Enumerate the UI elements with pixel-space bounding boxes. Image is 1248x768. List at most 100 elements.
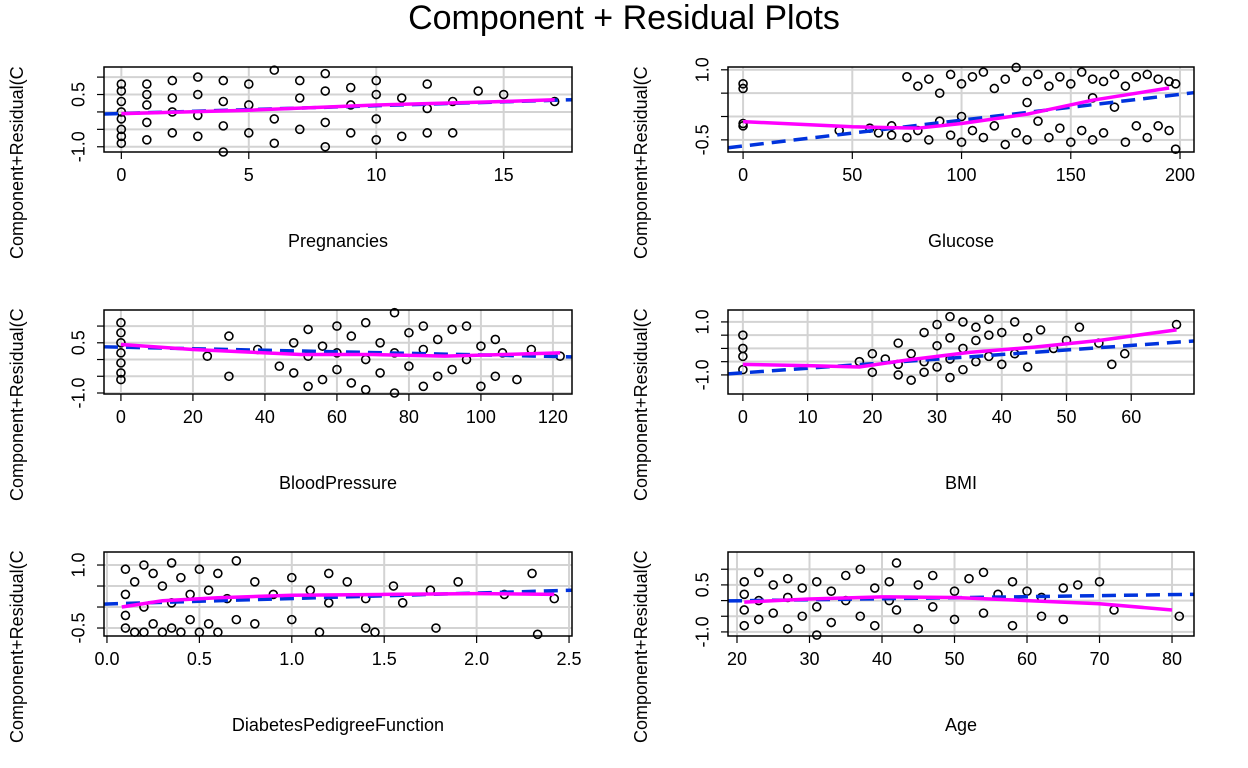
point xyxy=(148,568,158,579)
point xyxy=(432,371,443,382)
smooth-line xyxy=(744,595,1173,612)
point xyxy=(978,567,989,578)
point xyxy=(320,117,331,128)
point xyxy=(371,114,382,124)
point xyxy=(1094,576,1105,587)
point xyxy=(1007,576,1018,587)
point xyxy=(919,367,929,378)
point xyxy=(473,86,483,96)
point xyxy=(811,602,822,612)
point xyxy=(978,132,989,143)
y-tick-label: 0.5 xyxy=(693,572,713,597)
point xyxy=(549,593,560,604)
point xyxy=(404,327,414,338)
point xyxy=(389,388,400,398)
point xyxy=(453,577,463,587)
x-tick-label: 50 xyxy=(1056,407,1076,427)
point xyxy=(431,623,441,633)
point xyxy=(978,608,989,618)
point xyxy=(826,586,837,596)
point xyxy=(116,348,126,358)
point xyxy=(274,361,285,372)
point xyxy=(320,68,331,79)
point xyxy=(346,331,357,341)
point xyxy=(1153,74,1163,84)
point xyxy=(1120,137,1131,147)
point xyxy=(891,558,902,568)
point xyxy=(984,330,994,340)
x-tick-label: 0.0 xyxy=(94,649,119,669)
smooth-line xyxy=(120,342,561,358)
point xyxy=(1109,605,1119,615)
point xyxy=(314,627,325,638)
point xyxy=(288,368,299,378)
point xyxy=(738,79,748,89)
point xyxy=(371,75,382,86)
point xyxy=(855,564,866,575)
point xyxy=(370,627,380,638)
point xyxy=(167,75,178,86)
y-tick-label: -1.0 xyxy=(69,131,89,162)
point xyxy=(932,362,942,372)
point xyxy=(250,619,260,629)
point xyxy=(323,598,334,608)
point xyxy=(142,100,152,110)
point xyxy=(142,89,152,100)
x-tick-label: 150 xyxy=(1056,165,1086,185)
point xyxy=(396,131,407,142)
point xyxy=(422,79,433,89)
point xyxy=(782,623,793,634)
point xyxy=(286,614,297,625)
point xyxy=(1022,362,1033,372)
point xyxy=(956,111,967,122)
point xyxy=(1065,79,1076,89)
point xyxy=(167,128,178,138)
point xyxy=(388,581,399,591)
point xyxy=(148,619,158,629)
plot-frame xyxy=(727,66,1195,153)
point xyxy=(490,371,501,382)
x-tick-label: 0.5 xyxy=(187,649,212,669)
point xyxy=(811,630,822,640)
point xyxy=(956,79,967,89)
x-axis-label: BMI xyxy=(945,473,977,493)
point xyxy=(934,88,945,98)
point xyxy=(166,558,177,568)
x-tick-label: 80 xyxy=(1162,649,1182,669)
point xyxy=(945,311,955,322)
point xyxy=(345,128,356,138)
x-tick-label: 50 xyxy=(944,649,964,669)
x-axis-label: Age xyxy=(945,715,977,735)
point xyxy=(867,367,878,378)
point xyxy=(218,121,229,131)
point xyxy=(346,378,357,388)
point xyxy=(320,86,331,96)
point xyxy=(218,96,229,107)
point xyxy=(949,586,960,596)
point xyxy=(120,623,131,633)
point xyxy=(116,131,127,142)
point xyxy=(1174,611,1185,622)
point xyxy=(1131,72,1142,82)
y-tick-label: 0.5 xyxy=(69,82,89,107)
point xyxy=(243,79,254,89)
point xyxy=(1022,97,1032,108)
x-tick-label: 15 xyxy=(494,165,514,185)
point xyxy=(447,128,458,138)
point xyxy=(978,67,989,77)
x-tick-label: 20 xyxy=(183,407,203,427)
point xyxy=(1164,125,1174,136)
x-tick-label: 200 xyxy=(1165,165,1195,185)
point xyxy=(332,321,342,331)
point xyxy=(193,131,203,142)
point xyxy=(288,337,299,348)
point xyxy=(902,132,912,143)
x-tick-label: 2.0 xyxy=(464,649,489,669)
point xyxy=(490,334,501,345)
point xyxy=(945,130,956,140)
point xyxy=(1022,76,1032,87)
point xyxy=(923,135,934,145)
point xyxy=(996,359,1007,370)
point xyxy=(447,364,457,375)
